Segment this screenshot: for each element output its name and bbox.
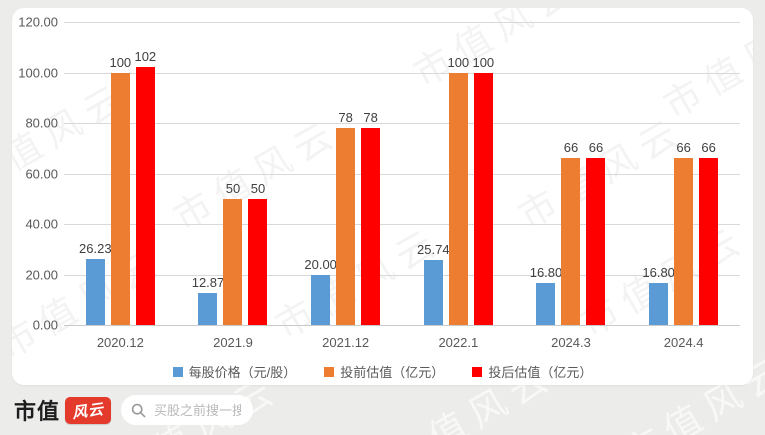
bar-value-label: 50: [250, 180, 266, 196]
bar-value-label: 25.74: [417, 242, 450, 258]
y-axis-tick-label: 40.00: [25, 216, 58, 232]
bar-value-label: 66: [701, 140, 716, 156]
bar-value-label: 100: [109, 54, 132, 70]
legend-label: 投前估值（亿元）: [340, 365, 445, 380]
bar-value-label: 102: [134, 49, 157, 65]
legend-item: 投后估值（亿元）: [472, 362, 592, 381]
bar-group: 12.87 50 50: [177, 22, 290, 325]
bar-value-label: 16.80: [529, 264, 563, 280]
search-box[interactable]: [121, 395, 254, 425]
legend-swatch: [172, 366, 183, 377]
bar: 50: [248, 181, 268, 325]
bar-value-label: 100: [447, 54, 470, 70]
gridline: [64, 173, 740, 175]
bar-value-label: 16.80: [642, 264, 675, 280]
y-axis-tick-label: 80.00: [25, 115, 58, 131]
bar: 100: [109, 55, 131, 325]
brand-stamp-icon: 风云: [65, 396, 112, 424]
bar: 66: [699, 140, 719, 325]
footer-bar: 市值 风云: [0, 385, 765, 435]
bar-value-label: 66: [563, 140, 579, 156]
legend-label: 每股价格（元/股）: [188, 365, 297, 380]
bar-group: 16.80 66 66: [515, 22, 628, 325]
bar-value-label: 66: [588, 140, 604, 156]
brand-stamp-text: 风云: [71, 401, 106, 422]
x-axis-label: 2024.3: [551, 335, 591, 350]
gridline: [64, 72, 740, 74]
bar: 12.87: [192, 275, 224, 325]
bar: 66: [561, 140, 581, 325]
brand-logo: 市值 风云: [14, 394, 112, 426]
y-axis-tick-label: 60.00: [25, 166, 58, 181]
legend-swatch: [324, 366, 335, 377]
legend: 每股价格（元/股） 投前估值（亿元） 投后估值（亿元）: [12, 362, 753, 381]
bar: 100: [447, 55, 469, 325]
bar: 66: [674, 140, 694, 325]
x-axis-label: 2024.4: [663, 335, 704, 350]
y-axis-tick-label: 20.00: [25, 267, 58, 282]
legend-item: 投前估值（亿元）: [324, 362, 444, 381]
bar: 16.80: [642, 265, 675, 325]
bar-value-label: 78: [363, 110, 378, 126]
legend-item: 每股价格（元/股）: [172, 362, 297, 381]
gridline: [64, 224, 740, 225]
x-axis-label: 2020.12: [96, 335, 144, 350]
gridline: [64, 274, 740, 276]
y-axis-tick-label: 120.00: [18, 14, 58, 30]
gridline: [64, 123, 740, 124]
bar-value-label: 50: [225, 180, 241, 196]
plot-area: 120.00 100.00 80.00 60.00 40.00 20.00 0.00 26.2…: [12, 8, 753, 385]
bar-group: 20.00 78 78: [289, 22, 402, 325]
legend-label: 投后估值（亿元）: [488, 365, 593, 380]
bar-value-label: 20.00: [304, 256, 337, 272]
brand-text: 市值: [14, 399, 61, 424]
x-axis-label: 2021.9: [213, 335, 253, 350]
gridline: [64, 22, 740, 23]
bar: 100: [472, 55, 494, 325]
y-axis-tick-label: 100.00: [18, 65, 58, 80]
x-axis-label: 2021.12: [322, 335, 370, 350]
bar: 66: [586, 140, 606, 325]
bar-group: 25.74 100 100: [402, 22, 515, 325]
bar: 26.23: [79, 241, 112, 325]
bar: 50: [223, 181, 243, 325]
search-input[interactable]: [152, 401, 244, 419]
gridline: [64, 325, 740, 326]
bar: 78: [361, 110, 381, 325]
bar-group: 26.23 100 102: [64, 22, 177, 325]
bar: 20.00: [304, 257, 337, 325]
bar-group: 16.80 66 66: [627, 22, 740, 325]
bar-value-label: 100: [472, 54, 495, 70]
legend-swatch: [472, 366, 483, 377]
bar: 16.80: [530, 265, 562, 325]
bar: 78: [336, 110, 356, 325]
bar: 102: [134, 49, 156, 325]
bar-value-label: 26.23: [79, 240, 112, 256]
y-axis-tick-label: 0.00: [32, 317, 58, 333]
bar-value-label: 66: [676, 140, 691, 156]
bar: 25.74: [417, 242, 450, 325]
bar-value-label: 12.87: [191, 274, 225, 290]
search-icon: [131, 403, 146, 417]
bar-value-label: 78: [338, 110, 353, 126]
x-axis-label: 2022.1: [438, 335, 479, 350]
